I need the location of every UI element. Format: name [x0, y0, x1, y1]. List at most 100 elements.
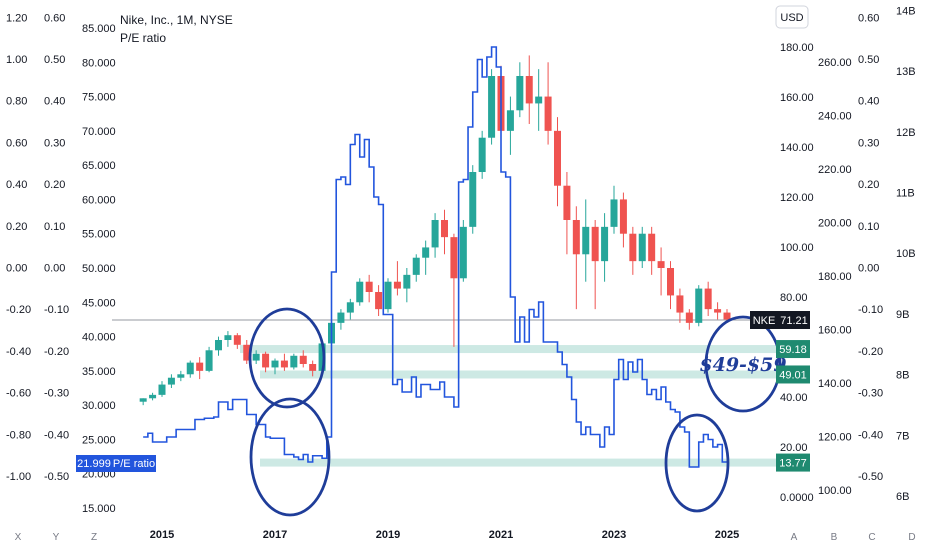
candle-body	[280, 360, 288, 368]
candle-body	[582, 226, 590, 255]
price-tick: 70.000	[82, 126, 116, 138]
axis-c-tick: 0.00	[858, 263, 879, 275]
pe-tick: 80.00	[780, 292, 808, 304]
axis-letter-a: A	[791, 532, 798, 543]
axis-c-tick: 0.60	[858, 12, 879, 24]
axis-x-tick: -0.80	[6, 429, 31, 441]
axis-b-tick: 260.00	[818, 57, 852, 69]
axis-d-tick: 14B	[896, 5, 916, 17]
level-band	[240, 345, 776, 354]
candle-body	[299, 355, 307, 364]
pe-last-label: P/E ratio	[113, 458, 155, 470]
axis-c-tick: -0.40	[858, 429, 883, 441]
chart-subtitle: P/E ratio	[120, 31, 166, 45]
price-tick: 15.000	[82, 503, 116, 515]
axis-y-tick: -0.40	[44, 429, 69, 441]
pe-tick: 20.00	[780, 442, 808, 454]
axis-c-tick: 0.30	[858, 137, 879, 149]
axis-b-tick: 120.00	[818, 432, 852, 444]
axis-d-tick: 6B	[896, 491, 909, 503]
axis-letter-d: D	[908, 532, 915, 543]
candle-body	[619, 199, 627, 234]
candle-body	[224, 335, 232, 340]
pe-axis[interactable]: 0.000020.0040.0060.0080.00100.00120.0014…	[780, 42, 814, 504]
axis-c-tick: 0.40	[858, 96, 879, 108]
candle-body	[318, 343, 326, 371]
currency-button[interactable]	[775, 5, 809, 29]
axis-d-tick: 7B	[896, 430, 909, 442]
price-tick: 50.000	[82, 263, 116, 275]
axis-y-tick: 0.00	[44, 263, 65, 275]
annotation-circle-2017-price	[248, 307, 326, 409]
axis-y-tick: -0.10	[44, 304, 69, 316]
candle-body	[215, 340, 222, 351]
candle-body	[196, 362, 204, 371]
axis-c-tick: 0.50	[858, 54, 879, 66]
price-tick: 85.000	[82, 23, 116, 35]
annotation-range-text: $49-$59	[699, 354, 786, 376]
axis-d-tick: 9B	[896, 309, 909, 321]
candle-body	[346, 302, 354, 313]
axis-d-tick: 12B	[896, 127, 916, 139]
price-tick: 30.000	[82, 400, 116, 412]
axis-c[interactable]: -0.50 -0.40 -0.30 -0.20 -0.10 0.00 0.10 0.20 0.3…	[858, 12, 883, 483]
candle-body	[478, 137, 486, 172]
axis-y[interactable]: -0.50 -0.40 -0.30 -0.20 -0.10 0.00 0.10 0.20 0.3…	[44, 12, 69, 483]
axis-x-tick: 0.60	[6, 137, 27, 149]
pe-tick: 40.00	[780, 392, 808, 404]
candle-body	[403, 274, 411, 289]
candle-body	[384, 281, 392, 310]
x-tick-2025: 2025	[715, 529, 739, 541]
axis-y-tick: 0.60	[44, 12, 65, 24]
candle-body	[610, 199, 618, 227]
pe-last-badge: 21.999 P/E ratio	[76, 455, 156, 472]
level-badges: 59.18 49.01 13.77	[776, 340, 810, 472]
candle-body	[365, 281, 373, 292]
candle-body	[422, 247, 430, 258]
candle-body	[488, 76, 496, 138]
axis-x-tick: 1.00	[6, 54, 27, 66]
x-tick-2017: 2017	[263, 529, 287, 541]
axis-x[interactable]: -1.00 -0.80 -0.60 -0.40 -0.20 0.00 0.20 0.40 0.6…	[6, 12, 31, 483]
candle-body	[205, 350, 213, 371]
candle-body	[601, 226, 609, 262]
level-badge-text: 13.77	[779, 458, 807, 470]
candle-body	[356, 281, 364, 303]
candle-body	[572, 220, 580, 255]
candle-body	[563, 185, 571, 220]
pe-tick: 140.00	[780, 142, 814, 154]
price-tick: 80.000	[82, 57, 116, 69]
x-axis[interactable]: 2015 2017 2019 2021 2023 2025	[150, 529, 739, 541]
candle-body	[139, 398, 147, 402]
axis-d-tick: 13B	[896, 66, 916, 78]
axis-y-tick: 0.30	[44, 137, 65, 149]
candle-body	[441, 220, 448, 238]
candle-body	[704, 288, 712, 310]
price-tick: 65.000	[82, 160, 116, 172]
candle-body	[262, 353, 270, 368]
candle-body	[431, 220, 439, 248]
price-axis[interactable]: 15.00020.00025.00030.00035.00040.00045.0…	[82, 23, 116, 515]
axis-x-tick: -0.20	[6, 304, 31, 316]
axis-y-tick: 0.50	[44, 54, 65, 66]
axis-b[interactable]: 100.00 120.00 140.00 160.00 180.00 200.00 220.…	[818, 57, 852, 497]
candle-body	[233, 335, 241, 345]
candle-body	[337, 312, 345, 323]
candle-body	[450, 237, 458, 279]
candle-body	[412, 257, 420, 275]
candle-body	[177, 374, 185, 378]
price-tick: 35.000	[82, 366, 116, 378]
candle-body	[393, 281, 401, 289]
candle-body	[525, 76, 533, 104]
axis-letter-y: Y	[53, 532, 60, 543]
x-tick-2015: 2015	[150, 529, 174, 541]
axis-d[interactable]: 6B 7B 8B 9B 10B 11B 12B 13B 14B	[896, 5, 916, 503]
candle-body	[629, 233, 637, 262]
axis-letter-b: B	[831, 532, 838, 543]
axis-c-tick: -0.30	[858, 388, 883, 400]
axis-y-tick: 0.10	[44, 221, 65, 233]
axis-x-tick: 0.00	[6, 263, 27, 275]
axis-x-tick: 1.20	[6, 12, 27, 24]
annotation-circle-2017-pe	[249, 397, 331, 517]
